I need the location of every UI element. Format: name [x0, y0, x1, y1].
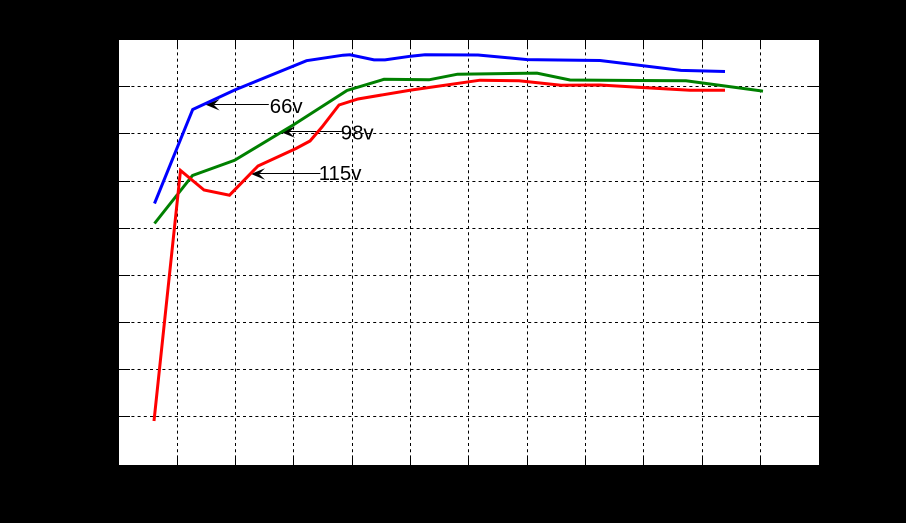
- svg-text:98v: 98v: [341, 122, 375, 144]
- svg-text:115v: 115v: [319, 163, 363, 185]
- svg-text:66v: 66v: [270, 96, 304, 118]
